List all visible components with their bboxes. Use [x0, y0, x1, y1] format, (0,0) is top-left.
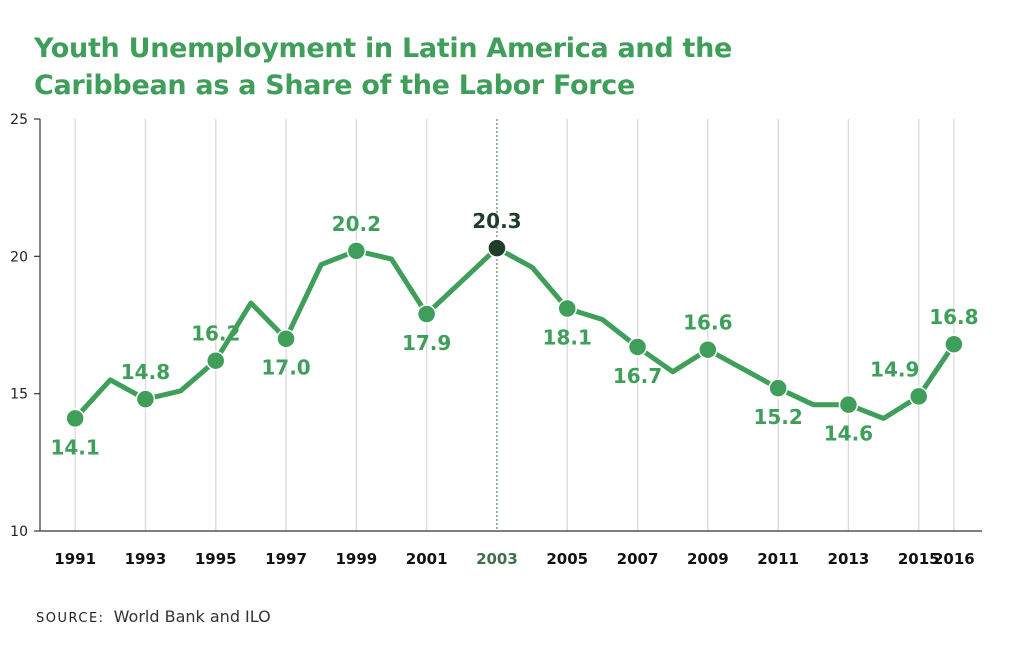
x-tick-label-2016: 2016: [933, 550, 975, 568]
x-tick-label-2015: 2015: [898, 550, 940, 568]
data-point-2005: [557, 298, 577, 319]
data-point-1997: [276, 328, 296, 349]
series-polyline: [72, 245, 957, 421]
y-tick-label-15: 15: [10, 387, 28, 403]
data-point-2001: [416, 304, 437, 324]
data-point-1993: [135, 389, 156, 409]
data-point-1991: [65, 408, 85, 429]
data-point-2007: [627, 337, 648, 357]
data-label-2007: 16.7: [613, 364, 662, 388]
x-tick-label-1997: 1997: [265, 550, 307, 568]
chart-title-line-1: Youth Unemployment in Latin America and …: [34, 33, 732, 64]
source-label: SOURCE:: [36, 611, 105, 626]
data-point-2016: [944, 334, 964, 354]
line-chart: 1991 1993 1995 1997 1999 2001 2003 2005 2007 2009…: [10, 112, 982, 568]
y-tick-label-10: 10: [10, 524, 28, 540]
data-label-1995: 16.2: [191, 322, 240, 346]
source-text: World Bank and ILO: [113, 607, 271, 626]
x-tick-label-1999: 1999: [335, 550, 377, 568]
chart-title: Youth Unemployment in Latin America and …: [34, 30, 794, 104]
chart-title-line-2: Caribbean as a Share of the Labor Force: [34, 70, 636, 101]
x-tick-label-2007: 2007: [617, 550, 659, 568]
data-points: [65, 238, 964, 429]
y-tick-label-25: 25: [10, 112, 28, 128]
data-label-2005: 18.1: [543, 326, 592, 350]
x-tick-label-1991: 1991: [54, 550, 96, 568]
data-point-2015: [908, 386, 929, 407]
data-label-1999: 20.2: [332, 212, 381, 236]
data-labels: 14.1 14.8 16.2 17.0 20.2 17.9 20.3 18.1 16.7 16.6…: [50, 209, 978, 459]
x-tick-label-1993: 1993: [125, 550, 167, 568]
x-tick-label-2003: 2003: [476, 550, 518, 568]
data-label-2016: 16.8: [929, 305, 978, 329]
source-note: SOURCE: World Bank and ILO: [36, 607, 271, 626]
data-point-2009: [698, 339, 718, 360]
data-label-2003: 20.3: [472, 209, 521, 233]
gridlines: [74, 119, 955, 531]
x-tick-label-2005: 2005: [546, 550, 588, 568]
data-label-2001: 17.9: [402, 331, 451, 355]
x-tick-label-2013: 2013: [828, 550, 870, 568]
axes: 1991 1993 1995 1997 1999 2001 2003 2005 2007 2009…: [10, 112, 982, 568]
data-label-1993: 14.8: [121, 360, 170, 384]
y-tick-label-20: 20: [10, 249, 28, 265]
data-point-2013: [838, 394, 859, 415]
series-line: [72, 245, 957, 421]
x-tick-label-1995: 1995: [195, 550, 237, 568]
data-label-2009: 16.6: [683, 311, 732, 335]
x-tick-label-2001: 2001: [406, 550, 448, 568]
data-label-1997: 17.0: [261, 356, 310, 380]
x-tick-label-2011: 2011: [757, 550, 799, 568]
data-label-1991: 14.1: [50, 435, 99, 459]
data-point-1999: [346, 241, 367, 261]
data-label-2011: 15.2: [753, 405, 802, 429]
x-tick-label-2009: 2009: [687, 550, 729, 568]
data-label-2013: 14.6: [824, 422, 873, 446]
data-point-2003: [487, 238, 507, 258]
data-point-1995: [205, 350, 226, 371]
data-label-2015: 14.9: [870, 357, 919, 381]
data-point-2011: [768, 378, 788, 398]
